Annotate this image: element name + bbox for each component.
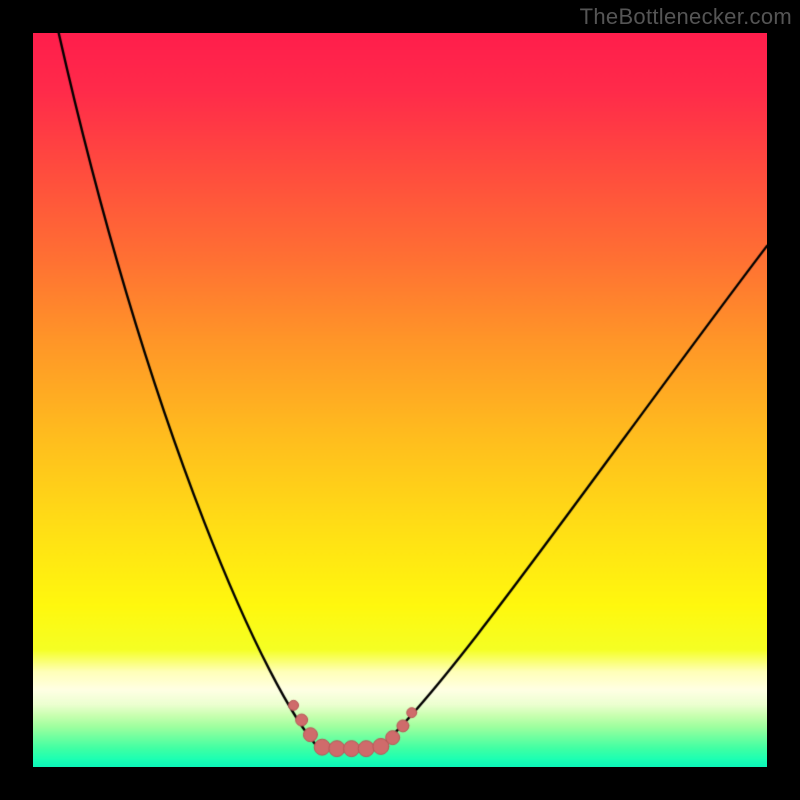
chart-canvas — [33, 33, 767, 767]
chart-plot-area — [33, 33, 767, 767]
watermark-text: TheBottlenecker.com — [580, 4, 792, 30]
